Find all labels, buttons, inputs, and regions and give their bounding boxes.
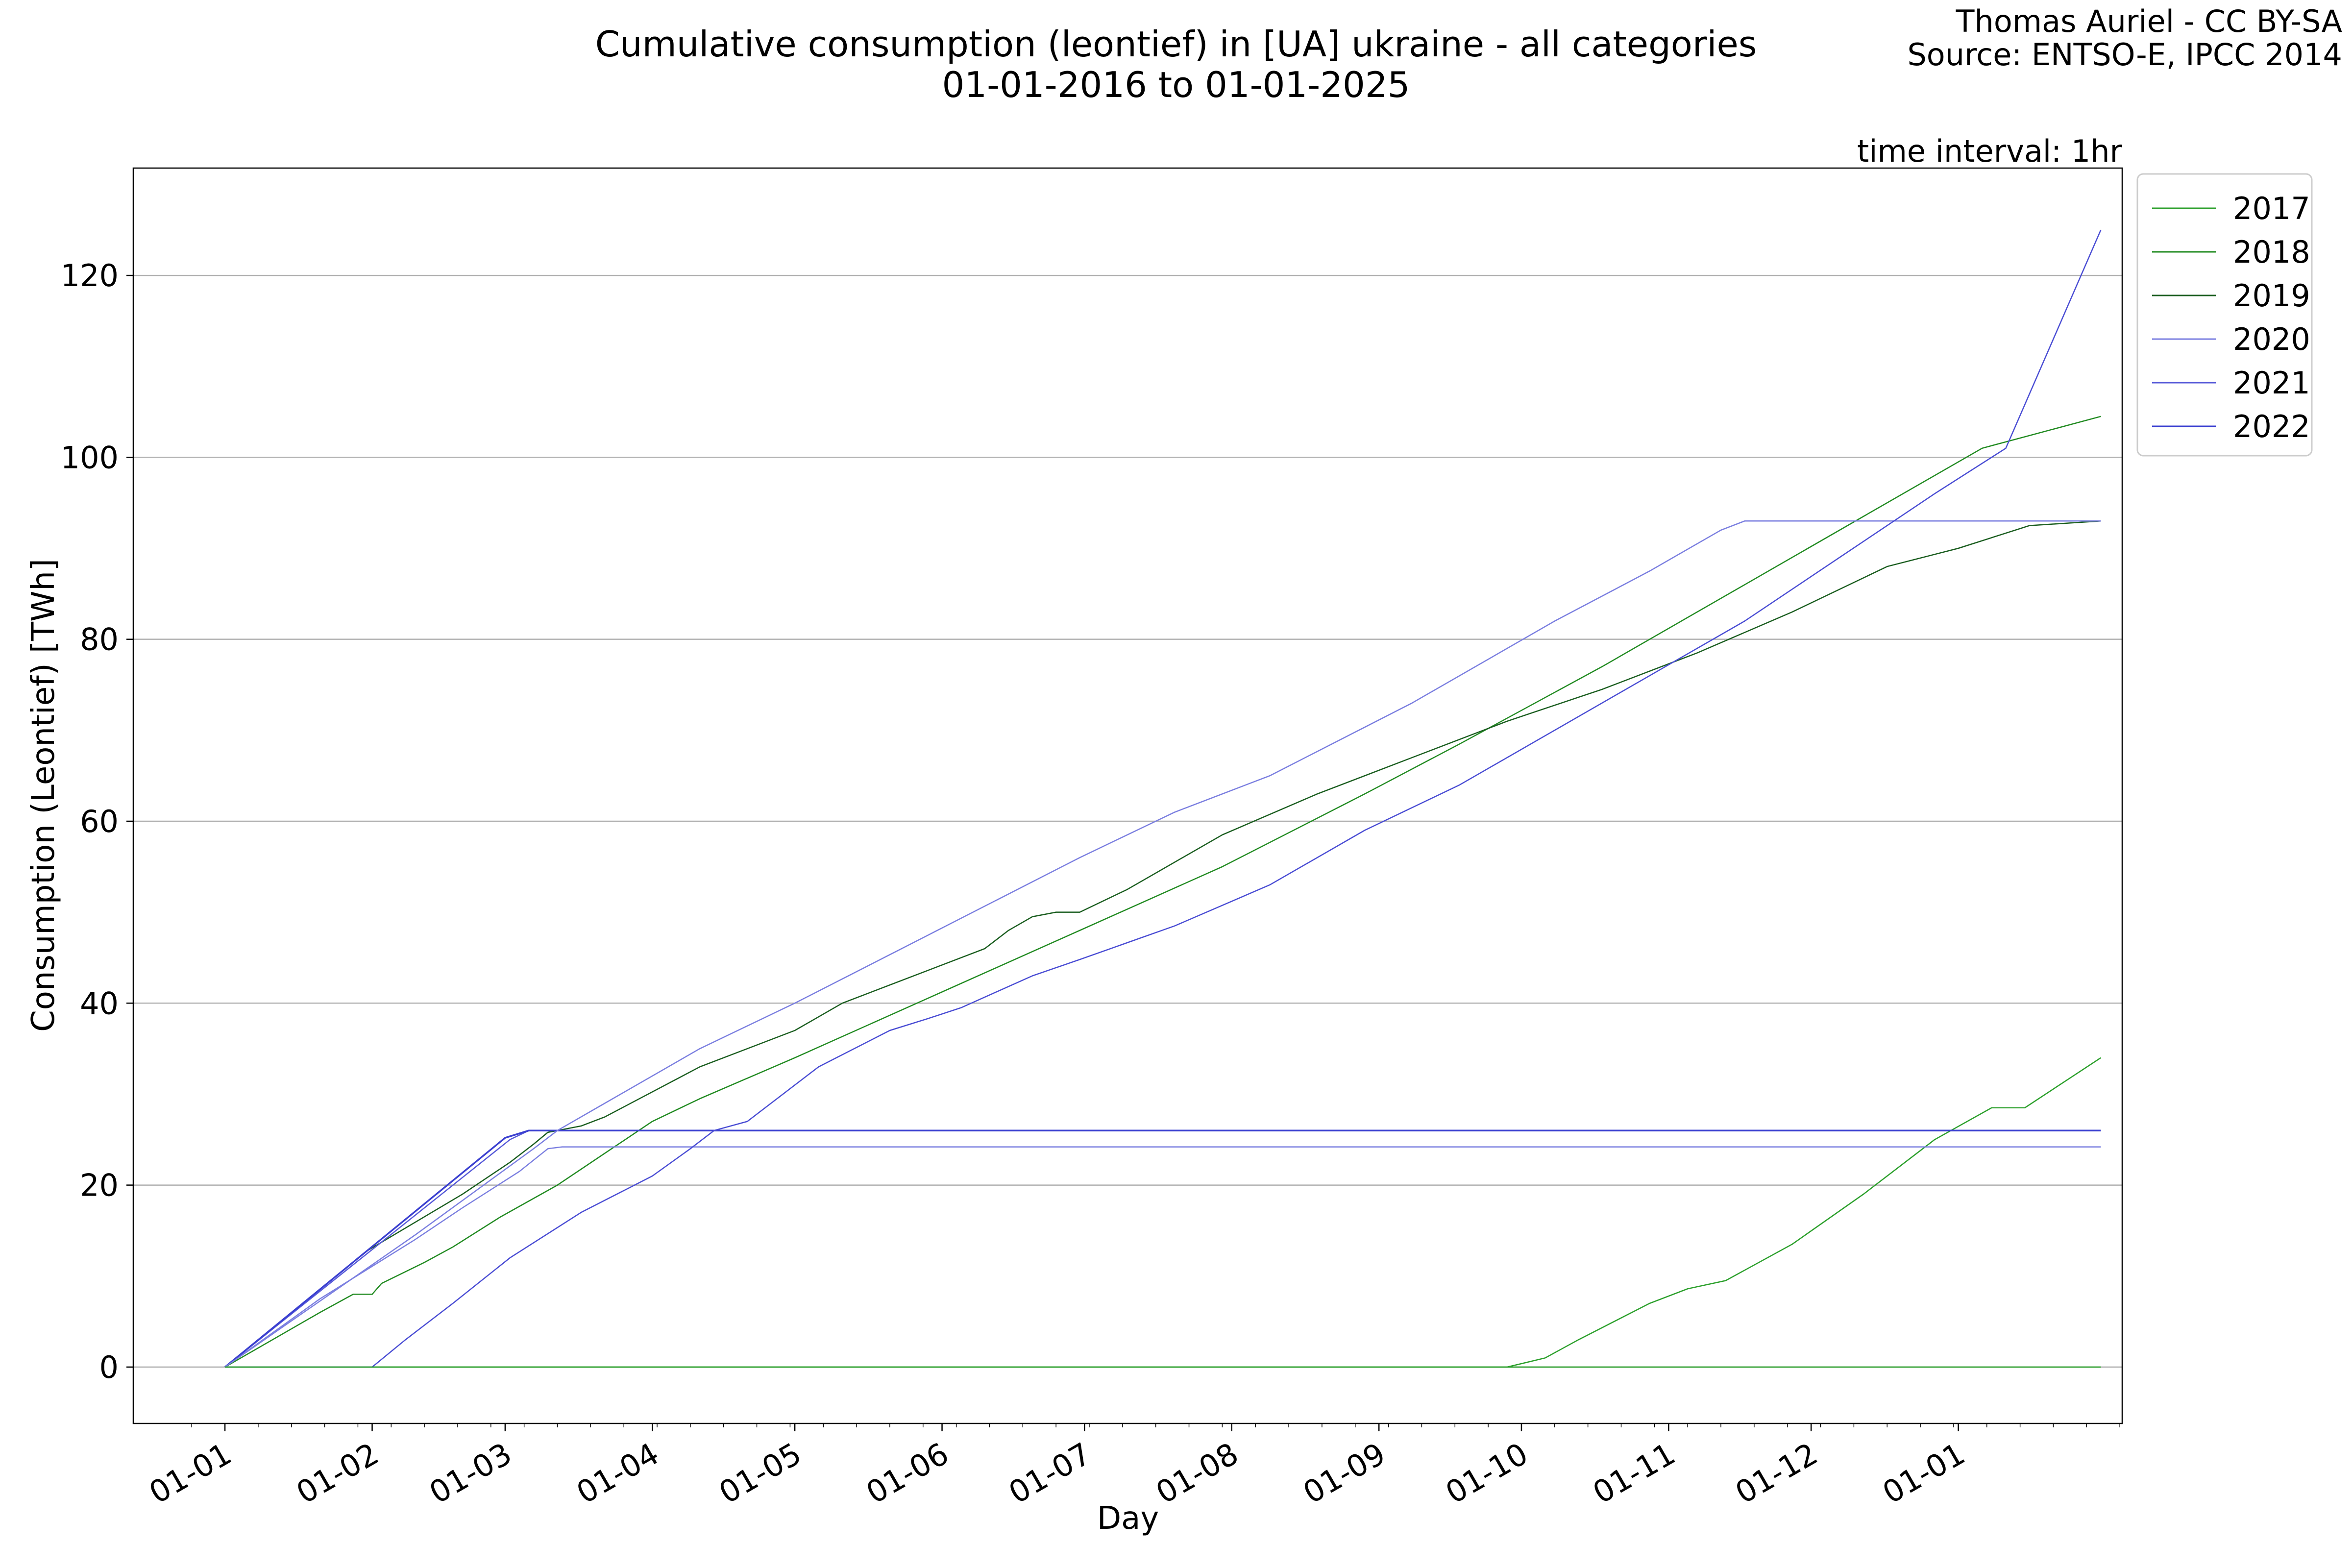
legend-label: 2021 [2233,365,2310,401]
x-tick-label: 01-12 [1729,1436,1824,1511]
y-axis-label: Consumption (Leontief) [TWh] [25,559,62,1032]
chart-title: Cumulative consumption (leontief) in [UA… [595,24,1757,105]
series-line-2019 [224,520,2101,1368]
title-line-1: Cumulative consumption (leontief) in [UA… [595,24,1757,65]
x-tick-label: 01-09 [1297,1436,1392,1511]
x-tick-label: 01-06 [860,1436,955,1511]
y-tick-label: 120 [61,258,119,294]
legend-box [2136,173,2313,457]
legend-label: 2022 [2233,409,2310,444]
x-tick-label: 01-04 [570,1436,665,1511]
series-line-2020 [224,1146,2101,1368]
credit-source: Source: ENTSO-E, IPCC 2014 [1907,37,2342,73]
x-tick-label: 01-03 [423,1436,518,1511]
series-line-2021 [224,1129,2101,1368]
series-lines [224,229,2102,1368]
y-tick-label: 0 [99,1349,119,1385]
x-tick-label: 01-05 [713,1436,808,1511]
grid [133,274,2122,1368]
title-line-2: 01-01-2016 to 01-01-2025 [942,64,1410,105]
y-tick-label: 80 [80,622,119,658]
series-line-unlabeled [225,229,2102,1368]
y-axis: 0 20 40 60 80 100 120 [61,258,133,1385]
series-line-unlabeled [224,520,2101,1368]
time-interval-annotation: time interval: 1hr [1857,133,2122,169]
x-tick-label: 01-02 [290,1436,385,1511]
series-line-2017 [225,1057,2102,1368]
x-tick-label: 01-10 [1440,1436,1534,1511]
plot-frame [132,167,2123,1424]
x-tick-label: 01-01 [1877,1436,1971,1511]
x-axis: 01-01 01-02 01-03 01-04 01-05 01-06 01-07 01-08… [143,1423,2120,1511]
series-line-2018 [224,416,2101,1368]
legend-label: 2018 [2233,234,2310,270]
y-tick-label: 60 [80,804,119,839]
x-tick-label: 01-08 [1150,1436,1245,1511]
y-tick-label: 20 [80,1168,119,1203]
legend: 2017 2018 2019 2020 2021 2022 [2136,173,2313,457]
credit-author: Thomas Auriel - CC BY-SA [1956,3,2342,39]
credits: Thomas Auriel - CC BY-SA Source: ENTSO-E… [1907,3,2342,73]
series-line-2022 [224,1129,2101,1368]
x-axis-label: Day [1097,1500,1159,1537]
y-tick-label: 100 [61,440,119,475]
y-tick-label: 40 [80,985,119,1021]
legend-label: 2020 [2233,321,2310,357]
legend-label: 2019 [2233,278,2310,314]
legend-label: 2017 [2233,191,2310,226]
x-tick-label: 01-01 [143,1436,238,1511]
x-tick-label: 01-07 [1003,1436,1097,1511]
x-tick-label: 01-11 [1587,1436,1681,1511]
